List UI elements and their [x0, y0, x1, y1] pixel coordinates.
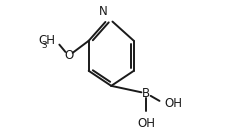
Text: 3: 3 — [41, 41, 46, 50]
Text: N: N — [99, 5, 108, 18]
Text: OH: OH — [137, 117, 155, 129]
Text: OH: OH — [164, 97, 182, 110]
Text: B: B — [142, 87, 150, 100]
Text: CH: CH — [38, 34, 55, 47]
Text: O: O — [64, 49, 73, 62]
